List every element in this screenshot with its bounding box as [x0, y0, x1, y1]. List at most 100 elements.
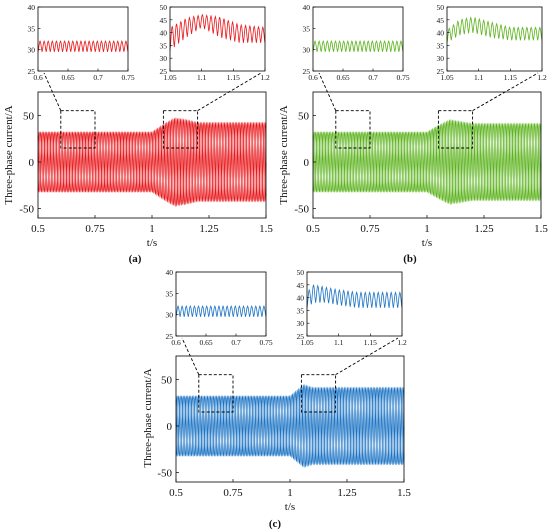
inset-y-tick-label: 40 [297, 294, 305, 303]
inset-y-tick-label: 45 [437, 16, 445, 25]
x-tick-label-c: 1.5 [397, 487, 411, 499]
inset-frame-a-1 [37, 6, 129, 72]
inset-x-tick-label: 1.05 [163, 73, 176, 82]
phase-line-b-3 [312, 119, 542, 206]
x-tick-label-c: 1 [287, 487, 293, 499]
inset-frame-b-1 [312, 6, 404, 72]
main-waveform-c [175, 384, 405, 469]
inset-x-tick-label: 0.65 [199, 338, 212, 347]
inset-line-a-1 [37, 40, 129, 52]
leader-line-c-2 [335, 337, 399, 376]
x-tick-label-c: 1.25 [337, 487, 357, 499]
panel-label-b: (b) [403, 253, 417, 265]
inset-c-2: 1.05 1.1 1.15 1.2 25 30 35 40 45 50 [297, 268, 407, 347]
inset-x-tick-label: 0.75 [396, 73, 409, 82]
inset-y-tick-label: 25 [28, 67, 36, 76]
leader-line-a-1 [43, 72, 62, 111]
inset-x-tick-label: 1.05 [300, 338, 313, 347]
zoom-box-c-2 [300, 374, 337, 413]
x-tick-label-b: 1.5 [534, 223, 548, 235]
x-tick-label-b: 1 [424, 223, 430, 235]
main-waveform-a [37, 117, 267, 207]
x-tick-label-b: 0.75 [360, 223, 380, 235]
y-tick-label-b: 0 [304, 157, 310, 169]
inset-y-tick-label: 25 [303, 67, 311, 76]
inset-y-tick-label: 25 [160, 67, 168, 76]
x-tick-label-a: 1.5 [259, 223, 273, 235]
y-axis-label-b: Three-phase current/A [278, 105, 290, 204]
y-tick-label-b: -50 [294, 204, 309, 216]
inset-x-tick-label: 1.2 [537, 73, 547, 82]
panel-label-a: (a) [129, 253, 142, 265]
inset-line-c-2 [306, 284, 403, 308]
inset-a-2: 1.05 1.1 1.15 1.2 25 30 35 40 45 50 [160, 3, 270, 82]
inset-x-tick-label: 0.7 [231, 338, 241, 347]
zoom-box-a-2 [162, 110, 199, 149]
inset-x-tick-label: 1.05 [440, 73, 453, 82]
y-tick-label-a: 0 [29, 157, 35, 169]
inset-y-tick-label: 40 [437, 29, 445, 38]
inset-y-tick-label: 35 [437, 41, 445, 50]
inset-frame-c-2 [306, 271, 403, 337]
phase-line-a-1 [37, 117, 267, 206]
inset-y-tick-label: 35 [160, 41, 168, 50]
x-axis-label-c: t/s [285, 501, 295, 513]
inset-x-tick-label: 1.15 [364, 338, 377, 347]
x-tick-label-a: 1 [149, 223, 155, 235]
inset-frame-a-2 [169, 6, 266, 72]
phase-line-c-1 [175, 384, 405, 468]
x-tick-label-a: 1.25 [199, 223, 219, 235]
zoom-box-b-1 [335, 110, 371, 149]
inset-y-tick-label: 35 [28, 24, 36, 33]
x-tick-label-a: 0.5 [31, 223, 45, 235]
y-tick-label-c: -50 [157, 468, 172, 480]
phase-line-b-2 [312, 119, 542, 205]
inset-x-tick-label: 1.1 [334, 338, 344, 347]
inset-y-tick-label: 25 [166, 332, 174, 341]
inset-line-a-2 [169, 13, 266, 51]
inset-y-tick-label: 35 [303, 24, 311, 33]
panel-a: 0.5 0.75 1 1.25 1.5 -50 0 50 t/s Three-phase curr… [3, 3, 273, 265]
x-tick-label-b: 0.5 [306, 223, 320, 235]
inset-line-c-1 [175, 305, 267, 317]
inset-line-b-2 [446, 16, 543, 43]
phase-line-a-3 [37, 118, 267, 207]
phase-line-c-2 [175, 384, 405, 468]
x-tick-label-a: 0.75 [85, 223, 105, 235]
inset-frame-c-1 [175, 271, 267, 337]
zoom-box-b-2 [437, 110, 474, 149]
x-tick-label-c: 0.5 [169, 487, 183, 499]
inset-x-tick-label: 1.1 [474, 73, 484, 82]
inset-y-tick-label: 30 [28, 46, 36, 55]
leader-line-b-1 [318, 72, 337, 111]
inset-y-tick-label: 30 [160, 54, 168, 63]
x-axis-label-a: t/s [147, 237, 157, 249]
inset-x-tick-label: 1.1 [197, 73, 207, 82]
inset-x-tick-label: 1.2 [397, 338, 407, 347]
inset-y-tick-label: 45 [297, 281, 305, 290]
panel-c: 0.5 0.75 1 1.25 1.5 -50 0 50 t/s Three-phase curr… [142, 268, 411, 530]
inset-x-tick-label: 0.7 [93, 73, 103, 82]
inset-y-tick-label: 50 [297, 268, 305, 277]
phase-line-b-1 [312, 119, 542, 204]
inset-y-tick-label: 25 [437, 67, 445, 76]
inset-y-tick-label: 30 [297, 319, 305, 328]
inset-y-tick-label: 40 [166, 268, 174, 277]
inset-y-tick-label: 25 [297, 332, 305, 341]
panel-label-c: (c) [269, 518, 282, 530]
inset-x-tick-label: 0.6 [308, 73, 318, 82]
inset-y-tick-label: 50 [437, 3, 445, 12]
inset-c-1: 0.6 0.65 0.7 0.75 25 30 35 40 [166, 268, 273, 347]
inset-line-b-1 [312, 40, 404, 52]
x-axis-label-b: t/s [422, 237, 432, 249]
inset-a-1: 0.6 0.65 0.7 0.75 25 30 35 40 [28, 3, 135, 82]
leader-line-a-2 [197, 72, 262, 112]
inset-y-tick-label: 35 [166, 289, 174, 298]
inset-x-tick-label: 1.2 [260, 73, 270, 82]
y-axis-label-c: Three-phase current/A [142, 368, 154, 467]
inset-y-tick-label: 50 [160, 3, 168, 12]
inset-y-tick-label: 45 [160, 16, 168, 25]
phase-line-a-2 [37, 117, 267, 207]
panel-b: 0.5 0.75 1 1.25 1.5 -50 0 50 t/s Three-phase curr… [278, 3, 548, 265]
y-axis-label-a: Three-phase current/A [3, 105, 15, 204]
